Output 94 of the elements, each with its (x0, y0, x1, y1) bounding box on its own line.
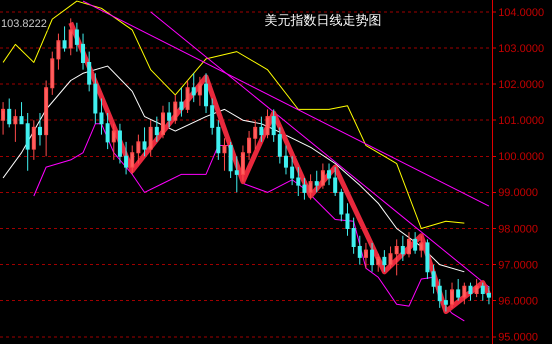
candlestick (192, 72, 196, 103)
candlestick (456, 278, 460, 302)
candlestick (179, 87, 184, 118)
candlestick (32, 120, 36, 160)
candlestick (7, 98, 12, 128)
candlestick (112, 123, 116, 160)
candlestick (278, 126, 282, 164)
text: 美元指数日线走势图 (264, 12, 382, 28)
candlestick (419, 235, 424, 258)
candlestick (339, 188, 344, 222)
candlestick (240, 144, 245, 182)
candlestick (99, 98, 104, 136)
candlestick (382, 250, 386, 272)
candlestick (474, 278, 479, 298)
candlestick (142, 126, 147, 157)
y-tick-label: 99.0000 (498, 187, 538, 200)
candlestick (345, 202, 350, 236)
candlestick (432, 264, 436, 294)
annotation: 103.8222 (1, 18, 47, 30)
candlestick (68, 18, 73, 56)
candlestick (44, 80, 48, 157)
candlestick (154, 116, 159, 142)
candlestick (106, 112, 110, 150)
y-tick-label: 96.0000 (498, 296, 538, 308)
candlestick (425, 238, 430, 280)
candlestick (290, 156, 294, 186)
candlestick (167, 102, 172, 128)
candlestick (228, 141, 233, 178)
candlestick (450, 282, 454, 308)
candlestick (216, 120, 220, 160)
candlestick (388, 246, 393, 269)
y-tick-label: 103.0000 (498, 42, 544, 55)
candlestick (296, 166, 300, 196)
candlestick (198, 76, 202, 106)
candlestick (480, 282, 485, 302)
candlestick (81, 33, 86, 70)
candlestick (253, 120, 258, 150)
y-tick-label: 101.0000 (498, 115, 544, 128)
candlestick (136, 134, 140, 164)
candlestick (284, 144, 288, 175)
y-tick-label: 104.0000 (498, 6, 544, 19)
candlestick (486, 286, 491, 305)
candlestick (13, 108, 18, 142)
candlestick (173, 94, 178, 124)
candlestick (320, 163, 325, 190)
candlestick (222, 138, 226, 172)
candlestick (364, 242, 368, 269)
line-series (2, 66, 465, 272)
candlestick (352, 217, 356, 254)
candlestick (462, 282, 466, 305)
candlestick (186, 80, 190, 114)
candlestick (1, 102, 6, 136)
candlestick (333, 166, 338, 196)
candlestick (93, 72, 98, 124)
candlestick (468, 282, 472, 302)
candlestick (302, 177, 306, 200)
candlestick (327, 163, 332, 186)
candlestick (204, 72, 208, 114)
candlestick (160, 105, 165, 139)
candlestick (370, 242, 374, 272)
candlestick (413, 232, 418, 254)
candlestick (56, 33, 60, 70)
candlestick (259, 116, 264, 142)
candlestick (210, 98, 214, 136)
candlestick (87, 51, 92, 92)
y-tick-label: 100.0000 (498, 151, 544, 164)
candlestick (444, 289, 448, 312)
candlestick (62, 26, 67, 52)
candlestick (130, 144, 134, 175)
candlestick (247, 130, 252, 160)
candlestick (74, 22, 79, 52)
candlestick (400, 235, 405, 262)
candlestick (234, 156, 239, 193)
candlestick (314, 170, 319, 193)
candlestick (358, 235, 362, 266)
y-tick-label: 95.0000 (498, 332, 538, 344)
candlestick (406, 232, 411, 258)
candlestick (20, 102, 24, 124)
candlestick (26, 112, 30, 172)
y-tick-label: 97.0000 (498, 259, 538, 272)
candlestick (266, 108, 270, 139)
candlestick (148, 120, 153, 157)
candlestick (308, 174, 313, 200)
candlestick (50, 51, 54, 96)
candlestick (394, 238, 399, 276)
y-tick-label: 102.0000 (498, 78, 544, 91)
line-series (2, 0, 465, 229)
candlestick (118, 123, 122, 164)
candlestick (438, 278, 442, 308)
y-tick-label: 98.0000 (498, 223, 538, 236)
candlestick (124, 141, 128, 175)
candlestick (38, 112, 42, 146)
candlestick (376, 253, 380, 272)
candlestick (272, 108, 276, 142)
